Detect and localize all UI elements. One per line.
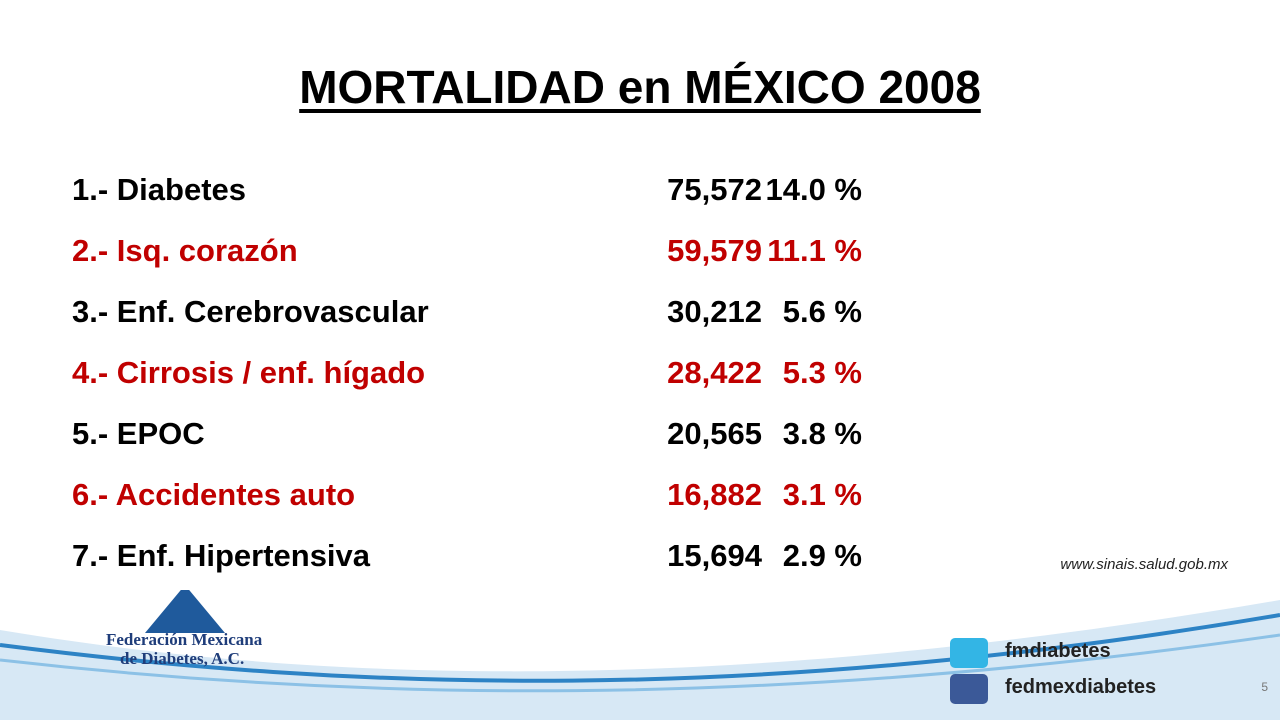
logo-text: Federación Mexicana <box>106 630 263 649</box>
percent: 5.6 % <box>782 294 862 329</box>
twitter-handle: fmdiabetes <box>1005 640 1111 662</box>
cause: 5.- EPOC <box>72 416 205 451</box>
page-number: 5 <box>1261 680 1268 694</box>
table-row: 7.- Enf. Hipertensiva 15,694 2.9 % <box>72 538 872 582</box>
cause: 2.- Isq. corazón <box>72 233 298 268</box>
deaths: 30,212 <box>667 294 762 329</box>
cause: 6.- Accidentes auto <box>72 477 356 512</box>
table-row: 1.- Diabetes 75,572 14.0 % <box>72 172 872 216</box>
deaths: 75,572 <box>667 172 762 207</box>
percent: 11.1 % <box>767 233 862 268</box>
twitter-icon <box>950 638 988 668</box>
table-row: 4.- Cirrosis / enf. hígado 28,422 5.3 % <box>72 355 872 399</box>
percent: 3.1 % <box>782 477 862 512</box>
percent: 14.0 % <box>765 172 862 207</box>
deaths: 28,422 <box>667 355 762 390</box>
title: MORTALIDAD en MÉXICO 2008 <box>299 61 981 113</box>
deaths: 20,565 <box>667 416 762 451</box>
wave-decoration <box>0 590 1280 720</box>
percent: 5.3 % <box>782 355 862 390</box>
cause: 1.- Diabetes <box>72 172 247 207</box>
facebook-handle: fedmexdiabetes <box>1005 676 1157 698</box>
percent: 2.9 % <box>782 538 862 573</box>
percent: 3.8 % <box>782 416 862 451</box>
wave-line <box>0 633 1280 693</box>
table-row: 6.- Accidentes auto 16,882 3.1 % <box>72 477 872 521</box>
deaths: 59,579 <box>667 233 762 268</box>
cause: 4.- Cirrosis / enf. hígado <box>72 355 426 390</box>
source: www.sinais.salud.gob.mx <box>1060 556 1228 573</box>
deaths: 15,694 <box>667 538 762 573</box>
cause: 7.- Enf. Hipertensiva <box>72 538 371 573</box>
cause: 3.- Enf. Cerebrovascular <box>72 294 429 329</box>
table-row: 2.- Isq. corazón 59,579 11.1 % <box>72 233 872 277</box>
table-row: 3.- Enf. Cerebrovascular 30,212 5.6 % <box>72 294 872 338</box>
deaths: 16,882 <box>667 477 762 512</box>
facebook-icon <box>950 674 988 704</box>
wave-line <box>0 613 1280 683</box>
logo-triangle <box>145 590 225 633</box>
table-row: 5.- EPOC 20,565 3.8 % <box>72 416 872 460</box>
logo-text: de Diabetes, A.C. <box>120 649 245 668</box>
